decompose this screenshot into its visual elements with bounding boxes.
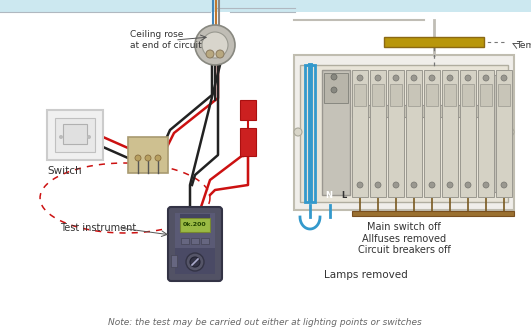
Bar: [0, 0, 531, 12]
Bar: [406, 70, 422, 197]
Bar: [462, 84, 474, 106]
Circle shape: [411, 75, 417, 81]
Bar: [322, 70, 350, 195]
Bar: [460, 70, 476, 197]
Bar: [372, 84, 384, 106]
Circle shape: [186, 253, 204, 271]
Circle shape: [506, 128, 514, 136]
Circle shape: [357, 182, 363, 188]
Bar: [180, 218, 210, 232]
Circle shape: [135, 155, 141, 161]
Bar: [442, 70, 458, 197]
Bar: [47, 110, 103, 160]
Circle shape: [465, 182, 471, 188]
Circle shape: [59, 135, 63, 139]
Circle shape: [331, 74, 337, 80]
Circle shape: [393, 182, 399, 188]
Circle shape: [393, 75, 399, 81]
Text: Main switch off
Allfuses removed
Circuit breakers off: Main switch off Allfuses removed Circuit…: [357, 222, 450, 255]
Text: 0k.200: 0k.200: [183, 222, 207, 227]
Bar: [63, 124, 87, 144]
Circle shape: [465, 75, 471, 81]
Bar: [388, 70, 404, 197]
Bar: [171, 255, 177, 267]
Text: Test instrument: Test instrument: [60, 223, 136, 233]
Circle shape: [501, 182, 507, 188]
Circle shape: [155, 155, 161, 161]
Bar: [201, 238, 209, 244]
Circle shape: [429, 182, 435, 188]
Circle shape: [216, 50, 224, 58]
Bar: [384, 37, 484, 47]
Circle shape: [357, 75, 363, 81]
Text: Lamps removed: Lamps removed: [324, 270, 408, 280]
Bar: [191, 238, 199, 244]
Bar: [128, 137, 168, 173]
Bar: [175, 213, 215, 248]
Text: Ceiling rose
at end of circuit: Ceiling rose at end of circuit: [130, 30, 202, 50]
Circle shape: [294, 128, 302, 136]
Bar: [55, 118, 95, 152]
Circle shape: [202, 32, 228, 58]
Bar: [480, 84, 492, 106]
Text: L: L: [341, 190, 347, 199]
Bar: [352, 70, 368, 197]
Bar: [181, 238, 189, 244]
Circle shape: [195, 25, 235, 65]
Bar: [426, 84, 438, 106]
FancyBboxPatch shape: [168, 207, 222, 281]
Bar: [478, 70, 494, 197]
Bar: [175, 248, 215, 274]
Bar: [354, 84, 366, 106]
Circle shape: [206, 50, 214, 58]
Circle shape: [429, 75, 435, 81]
Bar: [305, 65, 315, 202]
Bar: [370, 70, 386, 197]
Circle shape: [145, 155, 151, 161]
Bar: [294, 55, 514, 210]
Bar: [240, 128, 256, 156]
Circle shape: [87, 135, 91, 139]
Bar: [180, 214, 210, 218]
Bar: [498, 84, 510, 106]
Bar: [352, 105, 492, 117]
Bar: [496, 70, 512, 197]
Circle shape: [447, 182, 453, 188]
Bar: [444, 84, 456, 106]
Bar: [352, 211, 514, 216]
Circle shape: [483, 182, 489, 188]
Bar: [390, 84, 402, 106]
Bar: [240, 100, 256, 120]
Bar: [324, 73, 348, 103]
Bar: [424, 70, 440, 197]
Bar: [408, 84, 420, 106]
Circle shape: [375, 182, 381, 188]
Circle shape: [190, 257, 200, 267]
Bar: [300, 65, 508, 202]
Text: Temporary link: Temporary link: [516, 40, 531, 49]
Circle shape: [411, 182, 417, 188]
Circle shape: [447, 75, 453, 81]
Circle shape: [501, 75, 507, 81]
Text: Note: the test may be carried out either at lighting points or switches: Note: the test may be carried out either…: [108, 318, 422, 327]
Text: Switch: Switch: [47, 166, 82, 176]
Bar: [486, 75, 502, 192]
Circle shape: [331, 87, 337, 93]
Circle shape: [483, 75, 489, 81]
Text: N: N: [326, 190, 332, 199]
Circle shape: [375, 75, 381, 81]
